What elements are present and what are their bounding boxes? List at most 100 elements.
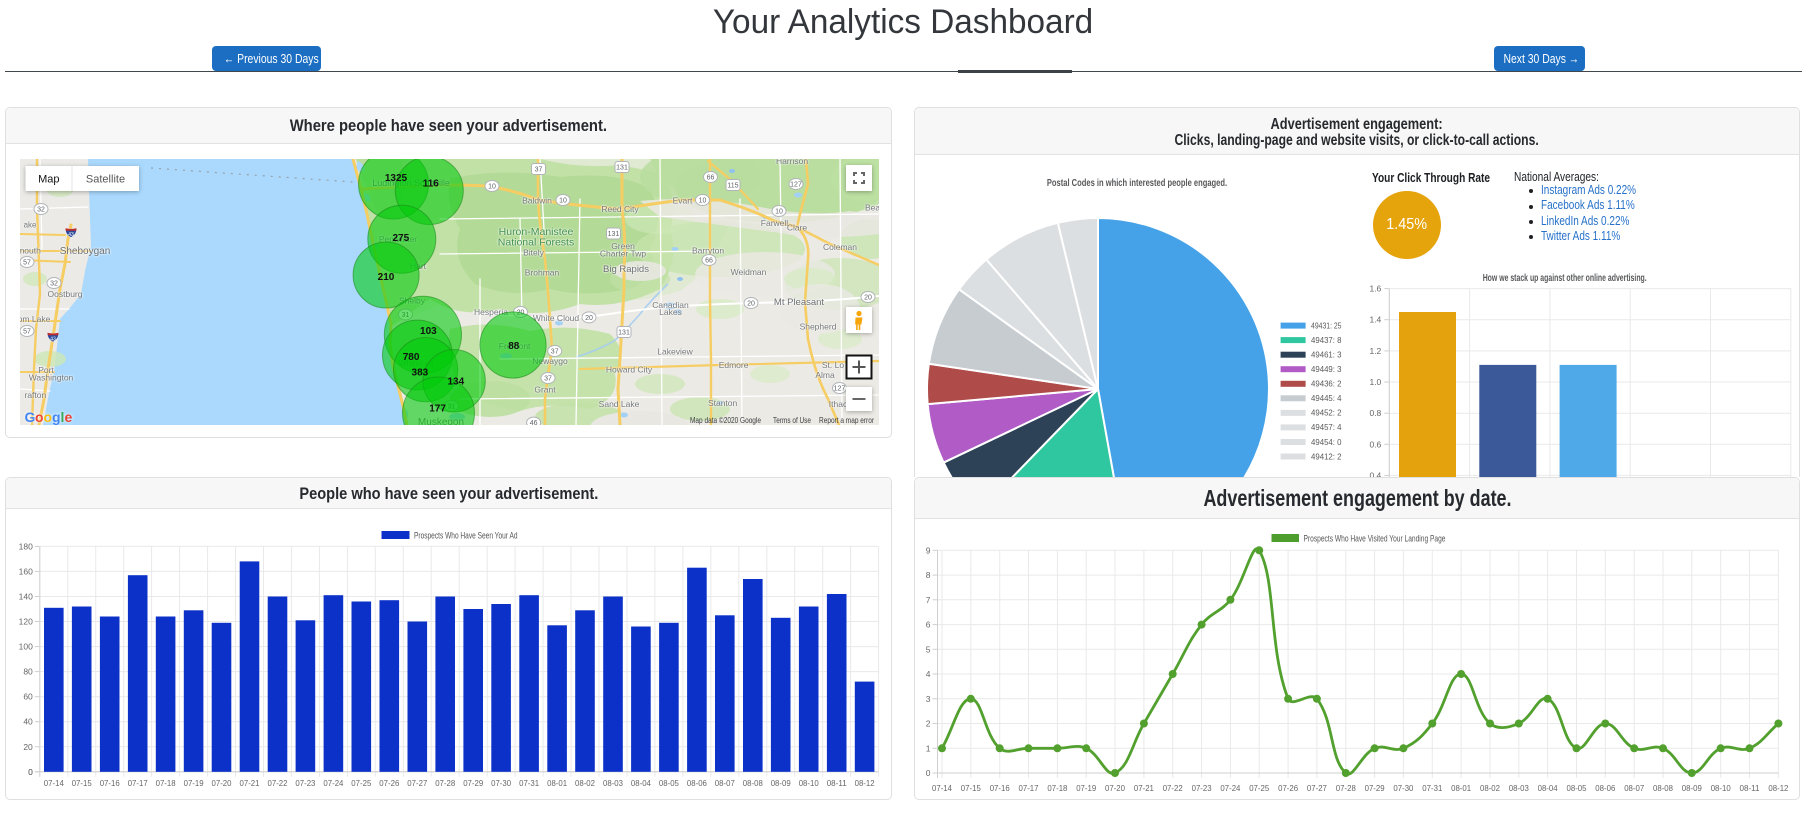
svg-text:07-17: 07-17 <box>128 778 148 788</box>
svg-text:07-25: 07-25 <box>351 778 371 788</box>
svg-text:o: o <box>44 409 53 425</box>
svg-text:Canadian: Canadian <box>652 300 689 310</box>
svg-text:49437: 8: 49437: 8 <box>1311 336 1342 345</box>
svg-text:Satellite: Satellite <box>86 174 125 186</box>
svg-text:08-12: 08-12 <box>855 778 875 788</box>
svg-text:08-02: 08-02 <box>1480 783 1500 793</box>
svg-text:08-10: 08-10 <box>799 778 819 788</box>
svg-text:Lakes: Lakes <box>659 307 682 317</box>
svg-text:Clare: Clare <box>787 223 808 233</box>
svg-text:127: 127 <box>834 386 846 393</box>
svg-text:Weidman: Weidman <box>731 267 767 277</box>
svg-text:131: 131 <box>616 165 628 172</box>
svg-text:Washington: Washington <box>29 373 74 383</box>
svg-text:07-26: 07-26 <box>1278 783 1298 793</box>
svg-text:780: 780 <box>403 352 420 363</box>
svg-text:Coleman: Coleman <box>823 242 857 252</box>
svg-text:l: l <box>61 409 65 425</box>
svg-text:Hesperia: Hesperia <box>474 307 508 317</box>
svg-text:e: e <box>65 409 73 425</box>
svg-text:08-06: 08-06 <box>687 778 707 788</box>
svg-text:07-14: 07-14 <box>932 783 952 793</box>
svg-text:10: 10 <box>775 209 783 216</box>
svg-text:Report a map error: Report a map error <box>819 416 874 425</box>
svg-text:08-05: 08-05 <box>1567 783 1587 793</box>
svg-text:49445: 4: 49445: 4 <box>1311 394 1342 403</box>
svg-text:37: 37 <box>535 167 543 174</box>
svg-text:Reed City: Reed City <box>601 204 639 214</box>
svg-text:How we stack up against other: How we stack up against other online adv… <box>1483 272 1647 284</box>
svg-text:275: 275 <box>392 233 409 244</box>
svg-text:07-20: 07-20 <box>212 778 232 788</box>
svg-text:g: g <box>52 409 61 425</box>
svg-text:20: 20 <box>23 742 33 752</box>
svg-text:20: 20 <box>585 315 593 322</box>
svg-text:08-01: 08-01 <box>547 778 567 788</box>
svg-text:08-03: 08-03 <box>603 778 623 788</box>
svg-text:Howard City: Howard City <box>606 365 653 375</box>
svg-text:383: 383 <box>412 368 429 379</box>
svg-text:6: 6 <box>926 620 931 630</box>
svg-text:134: 134 <box>447 377 464 388</box>
svg-text:32: 32 <box>37 207 45 214</box>
svg-text:08-04: 08-04 <box>631 778 651 788</box>
svg-text:49452: 2: 49452: 2 <box>1311 409 1342 418</box>
svg-text:07-19: 07-19 <box>184 778 204 788</box>
svg-text:2: 2 <box>926 719 931 729</box>
svg-text:116: 116 <box>423 178 440 189</box>
svg-text:10: 10 <box>488 184 496 191</box>
svg-text:08-11: 08-11 <box>1740 783 1760 793</box>
svg-text:177: 177 <box>429 404 446 415</box>
svg-text:0.8: 0.8 <box>1369 408 1381 418</box>
svg-text:07-21: 07-21 <box>240 778 260 788</box>
svg-text:1.6: 1.6 <box>1369 284 1381 294</box>
svg-text:07-27: 07-27 <box>1307 783 1327 793</box>
svg-text:46: 46 <box>530 420 538 425</box>
svg-text:Shepherd: Shepherd <box>800 322 837 332</box>
svg-text:Big Rapids: Big Rapids <box>603 264 649 275</box>
svg-text:07-18: 07-18 <box>1047 783 1067 793</box>
svg-text:4: 4 <box>926 669 931 679</box>
svg-text:08-07: 08-07 <box>715 778 735 788</box>
svg-text:Sheboygan: Sheboygan <box>60 246 111 257</box>
svg-text:40: 40 <box>23 717 33 727</box>
svg-text:07-29: 07-29 <box>463 778 483 788</box>
svg-text:0.6: 0.6 <box>1369 439 1381 449</box>
svg-text:88: 88 <box>508 341 520 352</box>
svg-text:08-05: 08-05 <box>659 778 679 788</box>
svg-text:07-29: 07-29 <box>1365 783 1385 793</box>
svg-text:07-28: 07-28 <box>1336 783 1356 793</box>
svg-text:57: 57 <box>23 329 31 336</box>
svg-text:Port: Port <box>38 365 54 375</box>
svg-text:49431: 25: 49431: 25 <box>1311 321 1342 330</box>
svg-text:210: 210 <box>378 272 395 283</box>
svg-text:1: 1 <box>926 743 931 753</box>
svg-text:140: 140 <box>19 592 33 602</box>
svg-text:49449: 3: 49449: 3 <box>1311 365 1342 374</box>
svg-text:49457: 4: 49457: 4 <box>1311 423 1342 432</box>
svg-text:0: 0 <box>28 767 33 777</box>
svg-text:o: o <box>35 409 44 425</box>
svg-text:08-09: 08-09 <box>1682 783 1702 793</box>
svg-text:07-15: 07-15 <box>72 778 92 788</box>
svg-text:08-01: 08-01 <box>1451 783 1471 793</box>
svg-text:Lakeview: Lakeview <box>657 347 693 357</box>
svg-text:120: 120 <box>19 617 33 627</box>
svg-text:07-18: 07-18 <box>156 778 176 788</box>
svg-text:0.4: 0.4 <box>1369 470 1381 477</box>
svg-text:Mt Pleasant: Mt Pleasant <box>774 297 825 308</box>
svg-text:G: G <box>25 409 36 425</box>
svg-text:07-22: 07-22 <box>268 778 288 788</box>
svg-text:07-21: 07-21 <box>1134 783 1154 793</box>
svg-text:07-23: 07-23 <box>1192 783 1212 793</box>
svg-text:08-09: 08-09 <box>771 778 791 788</box>
svg-text:37: 37 <box>544 376 552 383</box>
svg-text:66: 66 <box>707 175 715 182</box>
svg-text:07-14: 07-14 <box>44 778 64 788</box>
svg-text:Baldwin: Baldwin <box>522 196 552 206</box>
svg-text:10: 10 <box>559 198 567 205</box>
svg-text:1.2: 1.2 <box>1369 346 1381 356</box>
svg-text:07-24: 07-24 <box>1220 783 1240 793</box>
svg-text:07-30: 07-30 <box>491 778 511 788</box>
svg-text:ake: ake <box>24 221 37 230</box>
